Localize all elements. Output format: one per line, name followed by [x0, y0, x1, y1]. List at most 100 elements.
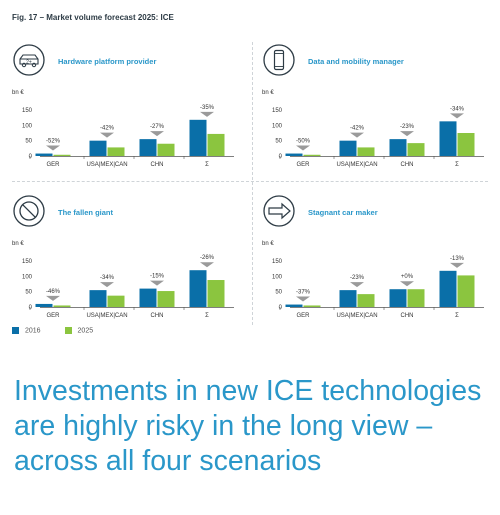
bar-2016 [339, 140, 357, 156]
y-tick-label: 100 [22, 123, 33, 129]
icon-circle [263, 195, 295, 227]
y-axis-label: bn € [262, 241, 274, 247]
x-tick-label: Σ [455, 313, 459, 319]
bar-2016 [439, 270, 457, 307]
x-tick-label: Σ [205, 162, 209, 168]
change-label: -27% [150, 124, 165, 130]
bar-2025 [157, 291, 175, 307]
bar-2025 [457, 275, 475, 307]
x-tick-label: CHN [401, 162, 414, 168]
bar-2016 [89, 290, 107, 307]
chart-title: The fallen giant [58, 208, 114, 217]
y-tick-label: 50 [25, 290, 32, 296]
x-tick-label: CHN [401, 313, 414, 319]
bar-2025 [303, 305, 321, 307]
change-label: -23% [350, 275, 365, 281]
change-arrow [150, 280, 164, 286]
panel-divider-horizontal [12, 181, 488, 182]
x-tick-label: USA|MEX|CAN [336, 162, 377, 168]
bar-2025 [53, 154, 71, 156]
x-tick-label: CHN [151, 162, 164, 168]
bar-2025 [457, 133, 475, 156]
x-tick-label: GER [296, 162, 310, 168]
change-label: -26% [200, 255, 215, 261]
chart-panel-the-fallen-giant: The fallen giant bn € 150 100 50 0 GER -46% USA|… [12, 193, 240, 343]
legend-label-2025: 2025 [77, 327, 94, 335]
panel-divider-vertical [252, 42, 253, 325]
arrow-right-icon [263, 195, 295, 227]
y-tick-label: 150 [272, 108, 283, 114]
bar-2025 [303, 154, 321, 156]
legend: 2016 2025 [12, 327, 115, 335]
change-label: -52% [46, 139, 61, 145]
y-tick-label: 50 [275, 290, 282, 296]
x-tick-label: CHN [151, 313, 164, 319]
bar-2016 [139, 288, 157, 307]
y-axis-label: bn € [12, 90, 24, 96]
chart-svg: Stagnant car maker bn € 150 100 50 0 GER -37% US… [262, 195, 484, 319]
change-arrow [100, 282, 114, 288]
y-tick-label: 0 [279, 305, 283, 311]
change-label: -34% [100, 275, 115, 281]
phone-body-shape [273, 49, 285, 71]
change-arrow [400, 281, 414, 287]
y-tick-label: 0 [29, 154, 33, 160]
change-arrow [450, 113, 464, 119]
prohibited-slash-shape [22, 204, 36, 218]
chart-title: Data and mobility manager [308, 57, 404, 66]
y-tick-label: 100 [272, 274, 283, 280]
x-tick-label: USA|MEX|CAN [86, 313, 127, 319]
x-tick-label: Σ [455, 162, 459, 168]
bar-2016 [439, 121, 457, 156]
change-arrow [450, 262, 464, 268]
y-tick-label: 0 [29, 305, 33, 311]
bar-2016 [285, 153, 303, 156]
bar-2016 [389, 139, 407, 156]
icon-circle [13, 44, 45, 76]
change-arrow [296, 145, 310, 151]
headline: Investments in new ICE technologies are … [14, 375, 482, 477]
bar-2025 [207, 280, 225, 307]
change-arrow [400, 131, 414, 137]
change-arrow [46, 145, 60, 151]
bar-2016 [389, 289, 407, 307]
x-tick-label: GER [46, 162, 60, 168]
change-arrow [200, 262, 214, 268]
change-label: -50% [296, 139, 311, 145]
legend-item-2016: 2016 [12, 327, 41, 334]
y-tick-label: 150 [22, 259, 33, 265]
legend-swatch-2016 [12, 327, 19, 334]
legend-item-2025: 2025 [64, 327, 94, 335]
y-axis-label: bn € [12, 241, 24, 247]
change-label: -42% [350, 126, 365, 132]
x-tick-label: Σ [205, 313, 209, 319]
x-tick-label: USA|MEX|CAN [336, 313, 377, 319]
bar-2025 [407, 143, 425, 156]
change-arrow [350, 132, 364, 138]
change-label: -23% [400, 124, 415, 130]
chart-title: Stagnant car maker [308, 208, 378, 217]
prohibited-icon [13, 195, 45, 227]
chart-panel-stagnant-car-maker: Stagnant car maker bn € 150 100 50 0 GER -37% US… [262, 193, 490, 343]
change-label: -42% [100, 126, 115, 132]
change-label: -34% [450, 106, 465, 112]
y-tick-label: 150 [272, 259, 283, 265]
chart-panel-hardware-platform-provider: 2+ Hardware platform provider bn € 150 100 50… [12, 42, 240, 192]
bar-2016 [139, 139, 157, 156]
chart-title: Hardware platform provider [58, 57, 156, 66]
y-tick-label: 100 [22, 274, 33, 280]
arrow-shape [268, 202, 291, 220]
prohibited-ring-shape [19, 201, 39, 221]
car-wheel-shape [31, 62, 37, 68]
bar-2016 [339, 290, 357, 307]
y-tick-label: 0 [279, 154, 283, 160]
car-icon: 2+ [13, 44, 45, 76]
smartphone-icon [263, 44, 295, 76]
car-label-glyph: 2+ [26, 60, 32, 66]
bar-2025 [407, 289, 425, 307]
change-arrow [350, 282, 364, 288]
bar-2025 [157, 143, 175, 156]
x-tick-label: GER [296, 313, 310, 319]
bar-2025 [357, 147, 375, 156]
legend-label-2016: 2016 [25, 327, 41, 335]
